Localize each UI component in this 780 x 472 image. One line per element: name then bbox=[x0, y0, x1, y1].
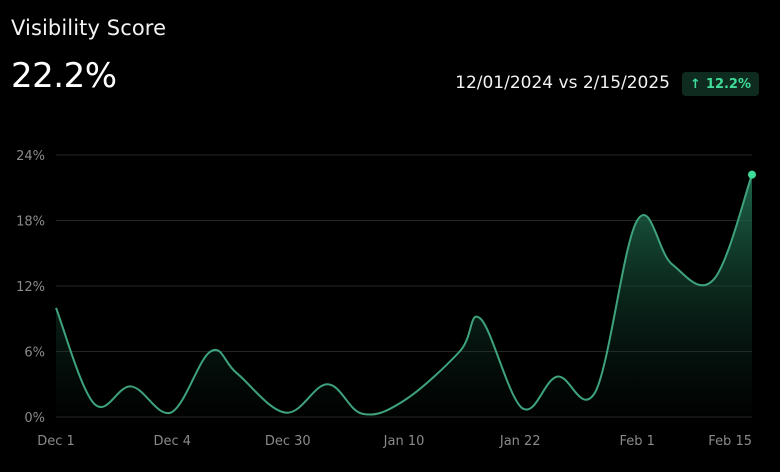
arrow-up-icon: ↑ bbox=[690, 76, 701, 92]
card-title: Visibility Score bbox=[11, 16, 167, 40]
y-tick-label: 12% bbox=[16, 280, 45, 295]
x-tick-label: Dec 4 bbox=[153, 434, 191, 449]
x-tick-label: Feb 1 bbox=[619, 434, 654, 449]
x-tick-label: Jan 22 bbox=[499, 434, 541, 449]
y-tick-label: 18% bbox=[16, 215, 45, 230]
series-line bbox=[55, 174, 753, 416]
y-tick-label: 0% bbox=[24, 411, 45, 426]
end-point-marker[interactable] bbox=[748, 170, 756, 179]
x-tick-label: Dec 1 bbox=[37, 434, 75, 449]
date-range: 12/01/2024 vs 2/15/2025 bbox=[455, 73, 670, 93]
y-tick-label: 24% bbox=[16, 149, 45, 164]
current-value: 22.2% bbox=[11, 56, 117, 96]
change-value: 12.2% bbox=[705, 76, 752, 92]
x-tick-label: Feb 15 bbox=[708, 434, 752, 449]
y-tick-label: 6% bbox=[24, 346, 45, 361]
x-tick-label: Dec 30 bbox=[265, 434, 311, 449]
x-tick-label: Jan 10 bbox=[383, 434, 425, 449]
series-area bbox=[56, 174, 752, 417]
change-badge: ↑ 12.2% bbox=[682, 72, 760, 96]
